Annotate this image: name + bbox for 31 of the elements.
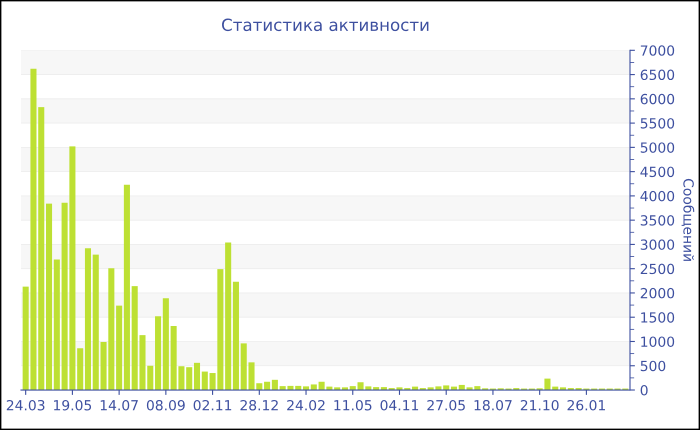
y-tick-label: 5500	[640, 118, 674, 129]
x-tick-label: 08.09	[146, 400, 185, 410]
x-tick-label: 26.01	[568, 400, 605, 410]
x-tick-label: 21.10	[520, 400, 559, 410]
y-tick-label: 5000	[640, 142, 674, 153]
x-tick-label: 18.07	[474, 400, 512, 410]
x-tick-label: 14.07	[100, 400, 138, 410]
y-tick-label: 6500	[640, 70, 674, 80]
y-tick-label: 7000	[640, 45, 674, 56]
x-tick-label: 02.11	[194, 400, 232, 410]
y-tick-label: 2000	[640, 288, 674, 298]
x-tick-label: 19.05	[54, 400, 92, 410]
x-tick-label: 28.12	[240, 400, 278, 410]
bar	[22, 286, 29, 390]
y-tick-label: 1000	[641, 336, 674, 347]
y-tick-label: 3000	[640, 239, 674, 250]
y-tick-label: 3500	[640, 215, 674, 226]
y-tick-label: 1500	[641, 312, 674, 323]
x-tick-label: 24.02	[287, 400, 325, 410]
x-tick-label: 24.03	[6, 400, 44, 410]
x-tick-label: 04.11	[380, 400, 418, 410]
y-tick-label: 4000	[640, 190, 674, 202]
y-tick-label: 4500	[640, 166, 674, 178]
y-axis-title: Сообщений	[682, 178, 694, 261]
y-tick-label: 2500	[640, 264, 674, 274]
x-tick-label: 27.05	[427, 400, 465, 410]
y-tick-label: 500	[640, 360, 666, 372]
y-tick-label: 6000	[640, 94, 674, 104]
x-tick-label: 11.05	[334, 400, 372, 410]
chart-title: Статистика активности	[222, 18, 428, 32]
y-tick-label: 0	[640, 384, 648, 396]
